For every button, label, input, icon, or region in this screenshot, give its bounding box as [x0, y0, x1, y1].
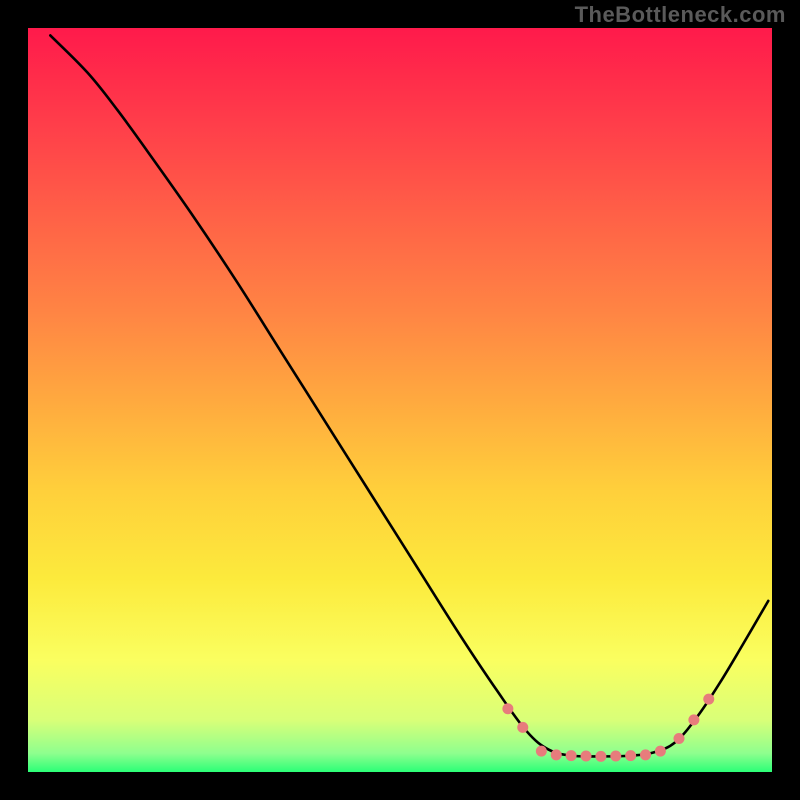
chart-root: TheBottleneck.com	[0, 0, 800, 800]
attribution-text: TheBottleneck.com	[575, 2, 786, 28]
gradient-background	[28, 28, 772, 772]
